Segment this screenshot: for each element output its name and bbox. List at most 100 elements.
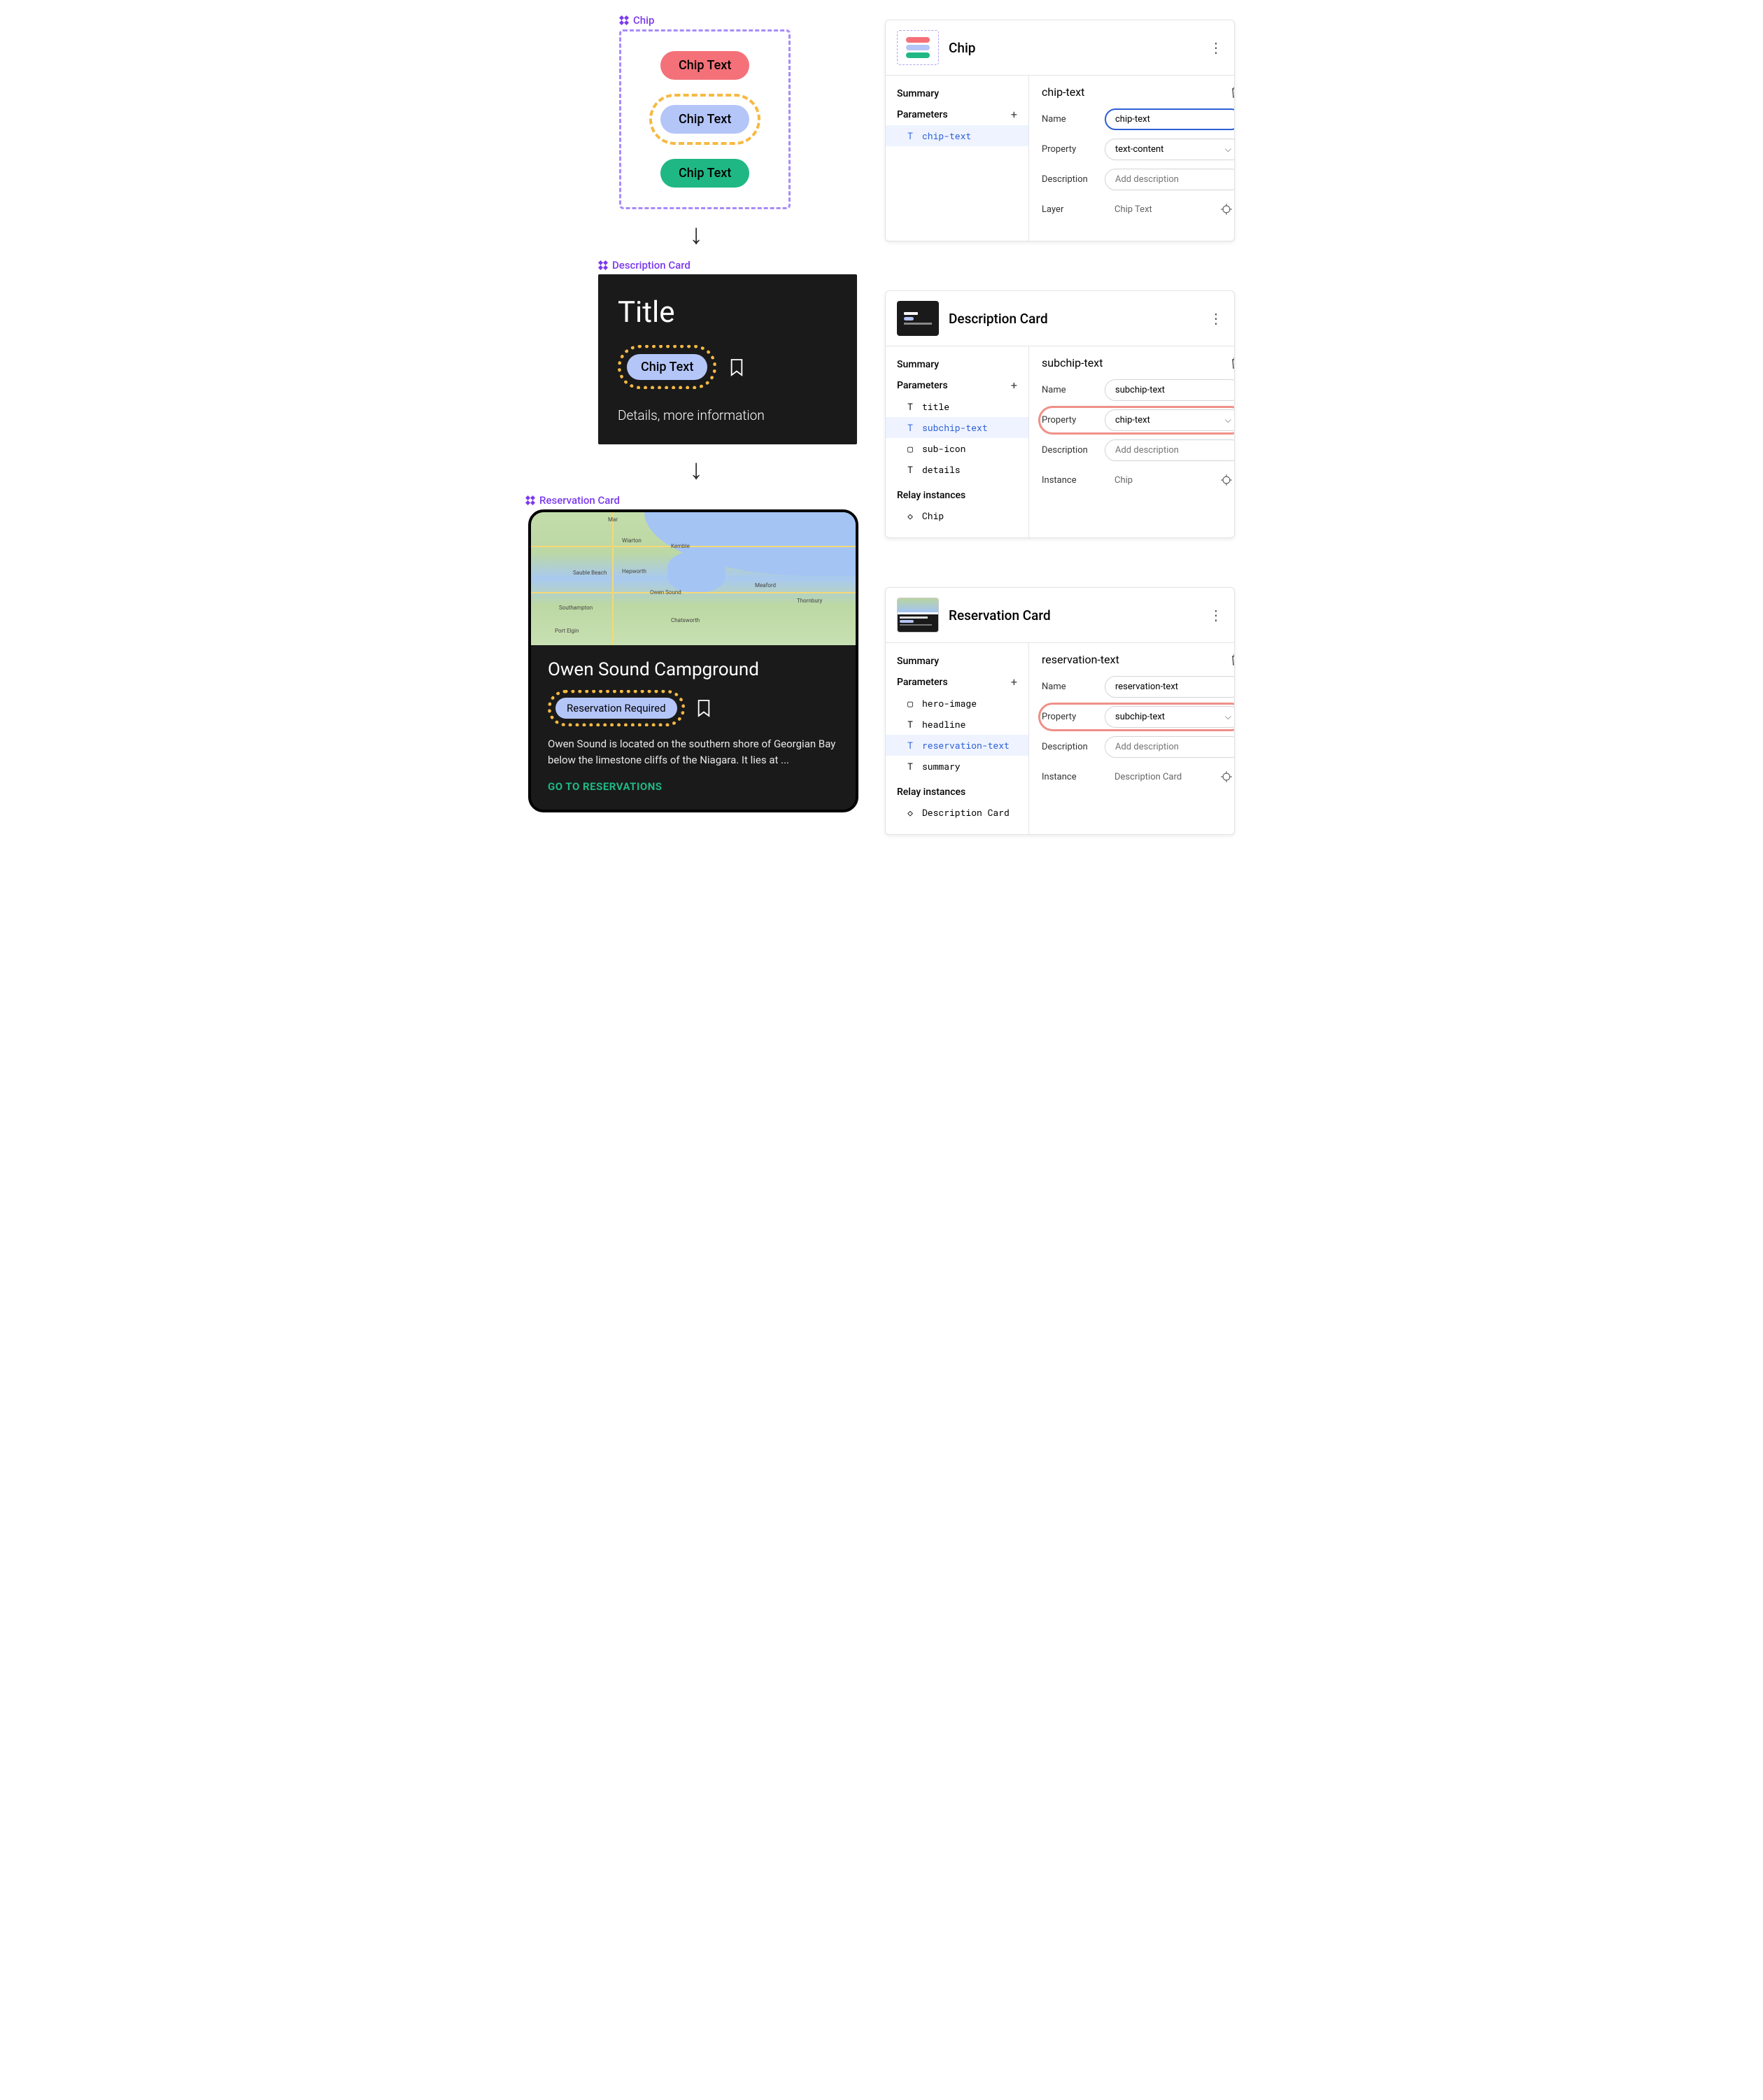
description-card-preview: Title Chip Text Details, more informatio…: [598, 274, 857, 444]
desc-title: Title: [618, 295, 837, 330]
description-input[interactable]: [1105, 169, 1235, 190]
field-label-name: Name: [1042, 682, 1096, 692]
panel-chip: Chip ⋮ Summary Parameters + T chip-text: [885, 20, 1235, 241]
chevron-down-icon: ⌵: [1225, 712, 1231, 722]
panel-title: Description Card: [949, 311, 1199, 327]
param-item-sub-icon[interactable]: ▢sub-icon: [886, 438, 1028, 459]
field-label-description: Description: [1042, 445, 1096, 456]
param-item-hero-image[interactable]: ▢hero-image: [886, 693, 1028, 714]
bookmark-icon: [696, 699, 711, 717]
bookmark-icon: [729, 358, 744, 376]
chip-variant-green: Chip Text: [660, 159, 749, 188]
add-parameter-button[interactable]: +: [1011, 379, 1017, 392]
description-input[interactable]: [1105, 736, 1235, 758]
component-label-desc: Description Card: [598, 259, 857, 272]
name-input[interactable]: [1105, 676, 1235, 698]
component-icon: [598, 260, 608, 270]
detail-title: reservation-text: [1042, 653, 1119, 666]
text-type-icon: T: [905, 129, 915, 142]
chip-variant-red: Chip Text: [660, 51, 749, 80]
chip-highlight: Chip Text: [618, 345, 716, 389]
param-item-reservation-text[interactable]: Treservation-text: [886, 735, 1028, 756]
property-select[interactable]: text-content ⌵: [1105, 139, 1235, 160]
panel-thumbnail: [897, 598, 939, 633]
detail-title: subchip-text: [1042, 356, 1103, 369]
summary-tab[interactable]: Summary: [886, 653, 1028, 672]
delete-icon[interactable]: [1231, 86, 1235, 99]
delete-icon[interactable]: [1231, 357, 1235, 369]
kebab-menu-icon[interactable]: ⋮: [1209, 310, 1223, 327]
property-select[interactable]: subchip-text ⌵: [1105, 706, 1235, 728]
chevron-down-icon: ⌵: [1225, 144, 1231, 155]
panel-title: Reservation Card: [949, 607, 1199, 623]
detail-title: chip-text: [1042, 85, 1084, 99]
panel-description-card: Description Card ⋮ Summary Parameters + …: [885, 290, 1235, 538]
summary-tab[interactable]: Summary: [886, 85, 1028, 105]
relay-item-description-card[interactable]: ◇Description Card: [886, 802, 1028, 823]
arrow-down-icon: ↓: [689, 453, 703, 486]
relay-instances-label: Relay instances: [886, 480, 1028, 505]
field-label-name: Name: [1042, 385, 1096, 395]
param-item-chip-text[interactable]: T chip-text: [886, 125, 1028, 146]
target-icon[interactable]: [1221, 771, 1232, 782]
chip-preview: Chip Text Chip Text Chip Text: [619, 29, 791, 209]
component-label-text: Chip: [633, 14, 654, 27]
parameters-label: Parameters: [897, 109, 948, 120]
summary-tab[interactable]: Summary: [886, 356, 1028, 376]
instance-value: Description Card: [1105, 766, 1235, 787]
param-item-summary[interactable]: Tsummary: [886, 756, 1028, 777]
relay-instances-label: Relay instances: [886, 777, 1028, 802]
name-input[interactable]: [1105, 108, 1235, 130]
component-label-res: Reservation Card: [525, 494, 620, 507]
name-input[interactable]: [1105, 379, 1235, 401]
field-label-instance: Instance: [1042, 475, 1096, 486]
param-name: chip-text: [922, 129, 971, 142]
target-icon[interactable]: [1221, 474, 1232, 486]
field-label-instance: Instance: [1042, 772, 1096, 782]
param-item-headline[interactable]: Theadline: [886, 714, 1028, 735]
add-parameter-button[interactable]: +: [1011, 675, 1017, 689]
panel-title: Chip: [949, 40, 1199, 56]
property-highlight: Property chip-text ⌵: [1038, 406, 1235, 435]
parameters-label: Parameters: [897, 380, 948, 391]
kebab-menu-icon[interactable]: ⋮: [1209, 39, 1223, 56]
component-icon: [525, 495, 535, 505]
property-select[interactable]: chip-text ⌵: [1105, 409, 1235, 431]
res-chip: Reservation Required: [555, 698, 677, 719]
reservation-card-preview: Mar Wiarton Kemble Sauble Beach Hepworth…: [528, 509, 858, 812]
instance-value: Chip: [1105, 470, 1235, 491]
add-parameter-button[interactable]: +: [1011, 108, 1017, 121]
component-label-chip: Chip: [619, 14, 654, 27]
component-icon: [619, 15, 629, 25]
param-item-subchip-text[interactable]: Tsubchip-text: [886, 417, 1028, 438]
arrow-down-icon: ↓: [689, 218, 703, 251]
chip-variant-blue: Chip Text: [660, 105, 749, 134]
layer-value: Chip Text: [1105, 199, 1235, 220]
panel-thumbnail: [897, 30, 939, 65]
component-label-text: Description Card: [612, 259, 691, 272]
field-label-name: Name: [1042, 114, 1096, 125]
desc-chip: Chip Text: [627, 354, 707, 380]
description-input[interactable]: [1105, 439, 1235, 461]
field-label-property: Property: [1042, 415, 1096, 425]
relay-item-chip[interactable]: ◇Chip: [886, 505, 1028, 526]
target-icon[interactable]: [1221, 204, 1232, 215]
res-headline: Owen Sound Campground: [548, 659, 839, 680]
kebab-menu-icon[interactable]: ⋮: [1209, 607, 1223, 623]
field-label-layer: Layer: [1042, 204, 1096, 215]
property-highlight: Property subchip-text ⌵: [1038, 703, 1235, 731]
delete-icon[interactable]: [1231, 654, 1235, 666]
res-cta-link[interactable]: GO TO RESERVATIONS: [548, 780, 839, 793]
component-label-text: Reservation Card: [539, 494, 620, 507]
field-label-description: Description: [1042, 174, 1096, 185]
param-item-title[interactable]: Ttitle: [886, 396, 1028, 417]
chip-highlight: Reservation Required: [548, 690, 685, 726]
desc-details: Details, more information: [618, 407, 837, 423]
field-label-property: Property: [1042, 712, 1096, 722]
panel-thumbnail: [897, 301, 939, 336]
chip-highlight: Chip Text: [649, 94, 760, 145]
res-summary: Owen Sound is located on the southern sh…: [548, 736, 839, 768]
param-item-details[interactable]: Tdetails: [886, 459, 1028, 480]
parameters-label: Parameters: [897, 677, 948, 688]
panel-reservation-card: Reservation Card ⋮ Summary Parameters + …: [885, 587, 1235, 835]
